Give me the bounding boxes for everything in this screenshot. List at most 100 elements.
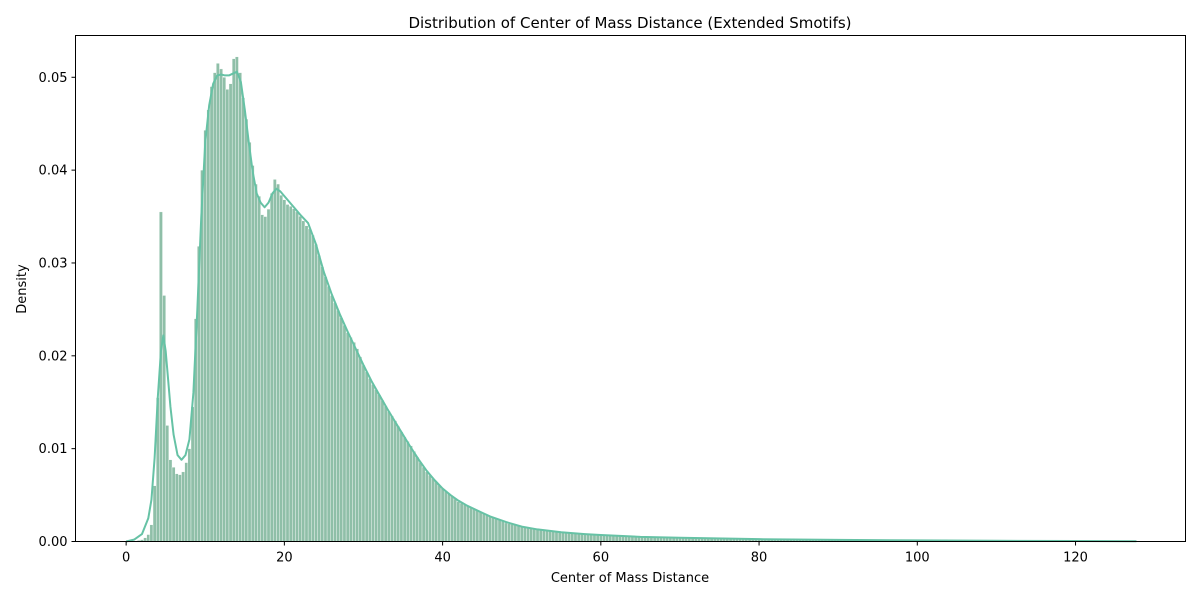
histogram-bar xyxy=(219,68,223,542)
histogram-bar xyxy=(456,501,461,542)
histogram-bar xyxy=(269,193,274,542)
histogram-bar xyxy=(532,528,537,542)
x-tick-label: 60 xyxy=(593,551,610,566)
histogram-bar xyxy=(510,524,514,542)
histogram-bar xyxy=(440,488,445,542)
histogram-bar xyxy=(535,529,540,542)
histogram-bar xyxy=(567,532,571,542)
histogram-bar xyxy=(361,364,366,542)
histogram-bar xyxy=(304,225,309,542)
x-tick-label: 80 xyxy=(751,551,768,566)
histogram-bar xyxy=(257,195,261,542)
histogram-bar xyxy=(459,502,464,542)
histogram-bar xyxy=(184,462,189,542)
histogram-bar xyxy=(497,519,502,542)
y-axis-ticks: 0.00 0.01 0.02 0.03 0.04 0.05 xyxy=(39,71,76,550)
histogram-bar xyxy=(222,77,226,542)
histogram-bar xyxy=(143,537,147,542)
histogram-bar xyxy=(573,533,578,542)
histogram-bar xyxy=(513,524,518,542)
histogram-bar xyxy=(494,518,499,542)
histogram-bar xyxy=(216,63,220,542)
histogram-bar xyxy=(557,531,562,542)
histogram-bar xyxy=(285,204,290,542)
histogram-bar xyxy=(504,522,508,542)
histogram-bar xyxy=(254,183,258,542)
x-axis-label: Center of Mass Distance xyxy=(551,571,709,586)
histogram-bar xyxy=(390,415,394,542)
histogram-bar xyxy=(396,426,401,542)
kde-line xyxy=(125,70,1137,543)
histogram-bar xyxy=(307,228,312,542)
histogram-bar xyxy=(545,530,549,542)
histogram-bar xyxy=(298,216,302,542)
histogram-bar xyxy=(475,510,480,542)
chart-title: Distribution of Center of Mass Distance … xyxy=(408,14,851,32)
histogram-bar xyxy=(380,400,385,542)
x-tick-label: 20 xyxy=(276,551,293,566)
histogram-bar xyxy=(225,89,230,542)
histogram-bar xyxy=(244,118,249,542)
histogram-bar xyxy=(374,389,378,542)
histogram-bar xyxy=(576,533,581,542)
histogram-bar xyxy=(168,459,173,542)
histogram-bar xyxy=(523,527,527,542)
histogram-bar xyxy=(345,332,350,542)
histogram-bar xyxy=(301,220,306,542)
histogram-bar xyxy=(425,471,429,542)
histogram-bar xyxy=(276,183,280,542)
histogram-bar xyxy=(260,214,264,542)
histogram-bar xyxy=(355,348,359,542)
histogram-bar xyxy=(187,448,192,542)
histogram-bar xyxy=(412,451,416,542)
histogram-bar xyxy=(447,493,451,542)
histogram-bar xyxy=(561,532,565,542)
histogram-bar xyxy=(466,505,470,542)
histogram-bar xyxy=(165,425,170,542)
histogram-bar xyxy=(551,531,556,542)
histogram-bar xyxy=(238,72,242,542)
histogram-bar xyxy=(428,475,432,542)
histogram-bar xyxy=(209,86,214,542)
histogram-bar xyxy=(583,533,587,542)
y-tick-label: 0.04 xyxy=(39,164,68,179)
histogram-bar xyxy=(175,473,179,542)
histogram-bar xyxy=(415,456,420,542)
histogram-bar xyxy=(152,485,157,542)
histogram-bar xyxy=(250,165,255,542)
y-tick-label: 0.02 xyxy=(39,349,68,364)
histogram-bar xyxy=(371,384,375,542)
histogram-bar xyxy=(190,406,195,542)
histogram-bar xyxy=(586,534,590,542)
histogram-bar xyxy=(358,356,363,542)
histogram-bar xyxy=(529,528,533,542)
histogram-bar xyxy=(516,525,521,542)
histogram-bar xyxy=(323,276,328,542)
histogram-bar xyxy=(146,534,151,542)
histogram-bar xyxy=(241,97,245,542)
histogram-bar xyxy=(282,199,287,542)
histogram-bar xyxy=(320,266,325,542)
histogram-bar xyxy=(507,523,511,542)
y-axis-label: Density xyxy=(15,264,30,314)
histogram-bar xyxy=(580,533,584,542)
histogram-bar xyxy=(437,485,442,542)
histogram-bar xyxy=(349,337,353,542)
histogram-bar xyxy=(462,504,467,542)
histogram-bar xyxy=(383,405,388,542)
histogram-bar xyxy=(266,208,271,542)
histogram-bar xyxy=(548,530,552,542)
histogram-bar xyxy=(519,526,524,542)
histogram-bar xyxy=(181,471,185,542)
histogram-bar xyxy=(326,286,331,542)
histogram-bar xyxy=(387,410,391,542)
histogram-bar xyxy=(333,302,337,542)
histogram-bar xyxy=(485,514,489,542)
histogram-bar xyxy=(279,195,283,542)
histogram-bar xyxy=(488,516,492,542)
histogram-bar xyxy=(149,524,154,542)
histogram-bar xyxy=(273,179,277,542)
histogram-bar xyxy=(472,508,476,542)
histogram-bar xyxy=(431,478,435,542)
